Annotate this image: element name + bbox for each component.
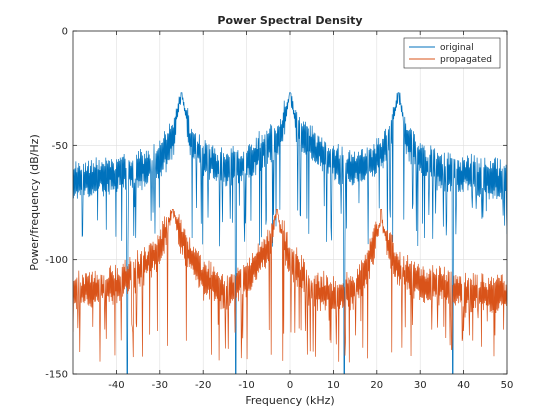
x-tick-label: 50 (501, 380, 514, 391)
axis-ticks: -40 -30 -20 -10 0 10 20 30 40 500-50-100-150 (45, 27, 513, 392)
legend: original propagated (403, 37, 501, 69)
x-tick-label: 30 (414, 380, 427, 391)
series-clip-group (73, 92, 507, 374)
x-tick-label: 10 (327, 380, 340, 391)
series-line-propagated (73, 209, 507, 363)
x-tick-label: 40 (457, 380, 470, 391)
y-tick-label: -50 (52, 141, 68, 152)
y-tick-label: 0 (62, 27, 68, 38)
x-tick-label: -10 (238, 380, 254, 391)
legend-label-propagated: propagated (440, 55, 492, 65)
x-tick-label: 0 (287, 380, 293, 391)
x-tick-label: -40 (108, 380, 124, 391)
x-tick-label: -20 (195, 380, 211, 391)
x-tick-label: -30 (152, 380, 168, 391)
y-axis-label: Power/frequency (dB/Hz) (28, 134, 41, 271)
y-tick-label: -100 (45, 255, 68, 266)
x-axis-label: Frequency (kHz) (245, 394, 334, 407)
series-layer (73, 92, 507, 374)
series-line-original (73, 92, 507, 374)
y-tick-label: -150 (45, 370, 68, 381)
legend-label-original: original (440, 43, 474, 53)
chart-title: Power Spectral Density (217, 14, 362, 27)
x-tick-label: 20 (370, 380, 383, 391)
legend-box (403, 37, 501, 69)
